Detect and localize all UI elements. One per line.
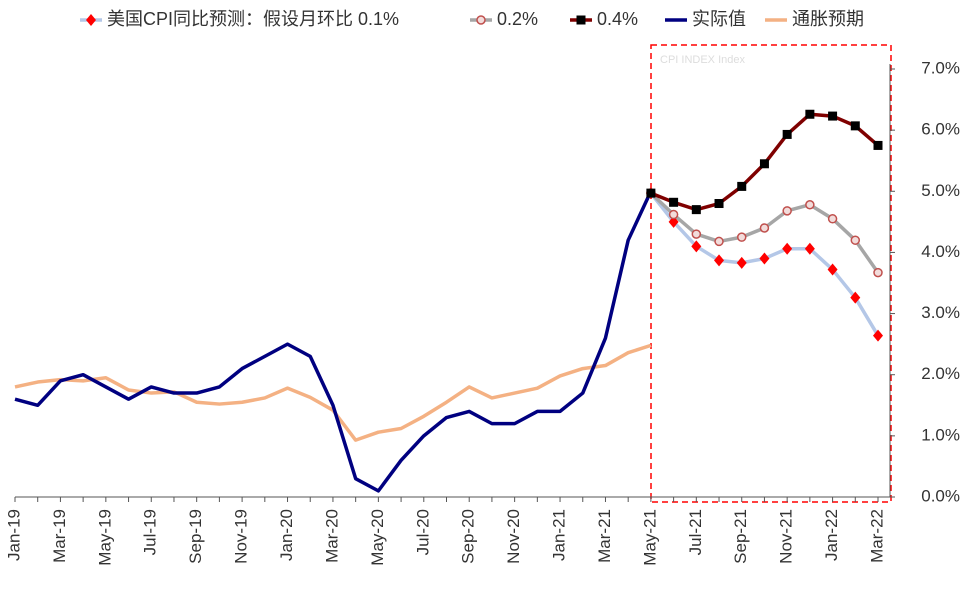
- series-line: [14, 343, 652, 442]
- y-tick-label: 1.0%: [921, 425, 960, 444]
- x-tick-label: Nov-19: [232, 509, 251, 564]
- marker: [873, 329, 883, 342]
- x-tick-label: Sep-20: [459, 509, 478, 564]
- x-tick-label: Sep-21: [731, 509, 750, 564]
- marker: [804, 242, 815, 255]
- series-line: [14, 190, 653, 493]
- y-tick-label: 7.0%: [921, 58, 960, 77]
- legend-label: 0.4%: [597, 9, 638, 29]
- marker: [850, 121, 860, 131]
- marker: [691, 205, 701, 215]
- forecast-box: [650, 44, 892, 503]
- x-tick-label: May-20: [368, 509, 387, 566]
- marker: [828, 111, 838, 121]
- marker: [476, 15, 486, 25]
- y-tick-label: 4.0%: [921, 242, 960, 261]
- marker: [737, 181, 747, 191]
- x-tick-label: Jul-21: [686, 509, 705, 555]
- x-tick-label: Jul-20: [413, 509, 432, 555]
- y-tick-label: 0.0%: [921, 486, 960, 505]
- marker: [714, 254, 725, 267]
- marker: [736, 232, 747, 242]
- marker: [668, 215, 679, 228]
- marker: [691, 229, 702, 239]
- legend-label: 美国CPI同比预测：假设月环比 0.1%: [107, 9, 399, 29]
- x-tick-label: Jan-22: [822, 509, 841, 561]
- marker: [805, 109, 815, 119]
- marker: [850, 235, 861, 245]
- x-tick-label: Nov-21: [777, 509, 796, 564]
- marker: [736, 256, 747, 269]
- marker: [827, 263, 838, 276]
- y-tick-label: 3.0%: [921, 303, 960, 322]
- marker: [759, 223, 770, 233]
- x-tick-label: Nov-20: [504, 509, 523, 564]
- y-tick-label: 6.0%: [921, 120, 960, 139]
- x-tick-label: Mar-21: [595, 509, 614, 563]
- x-tick-label: Jan-19: [4, 509, 23, 561]
- x-tick-label: Sep-19: [186, 509, 205, 564]
- marker: [669, 197, 679, 207]
- marker: [86, 14, 96, 26]
- x-tick-label: Jan-21: [550, 509, 569, 561]
- marker: [714, 199, 724, 209]
- x-tick-label: May-21: [640, 509, 659, 566]
- watermark: CPI INDEX Index: [660, 54, 745, 66]
- y-tick-label: 2.0%: [921, 364, 960, 383]
- legend-label: 实际值: [692, 9, 746, 29]
- marker: [759, 252, 770, 265]
- marker: [714, 236, 724, 247]
- marker: [782, 206, 792, 216]
- x-tick-label: Mar-20: [322, 509, 341, 563]
- marker: [759, 159, 769, 169]
- x-tick-label: May-19: [95, 509, 114, 566]
- y-tick-label: 5.0%: [921, 181, 960, 200]
- x-tick-label: Mar-22: [867, 509, 886, 563]
- marker: [646, 188, 656, 198]
- marker: [805, 199, 815, 210]
- marker: [668, 209, 679, 220]
- x-tick-label: Jan-20: [277, 509, 296, 561]
- x-tick-label: Jul-19: [141, 509, 160, 555]
- marker: [691, 240, 702, 253]
- marker: [576, 15, 586, 25]
- marker: [782, 242, 793, 255]
- legend-label: 0.2%: [497, 9, 538, 29]
- x-tick-label: Mar-19: [50, 509, 69, 563]
- marker: [850, 291, 861, 304]
- marker: [782, 129, 792, 139]
- marker: [827, 214, 838, 224]
- marker: [873, 140, 883, 150]
- legend-label: 通胀预期: [792, 9, 864, 29]
- marker: [873, 267, 883, 278]
